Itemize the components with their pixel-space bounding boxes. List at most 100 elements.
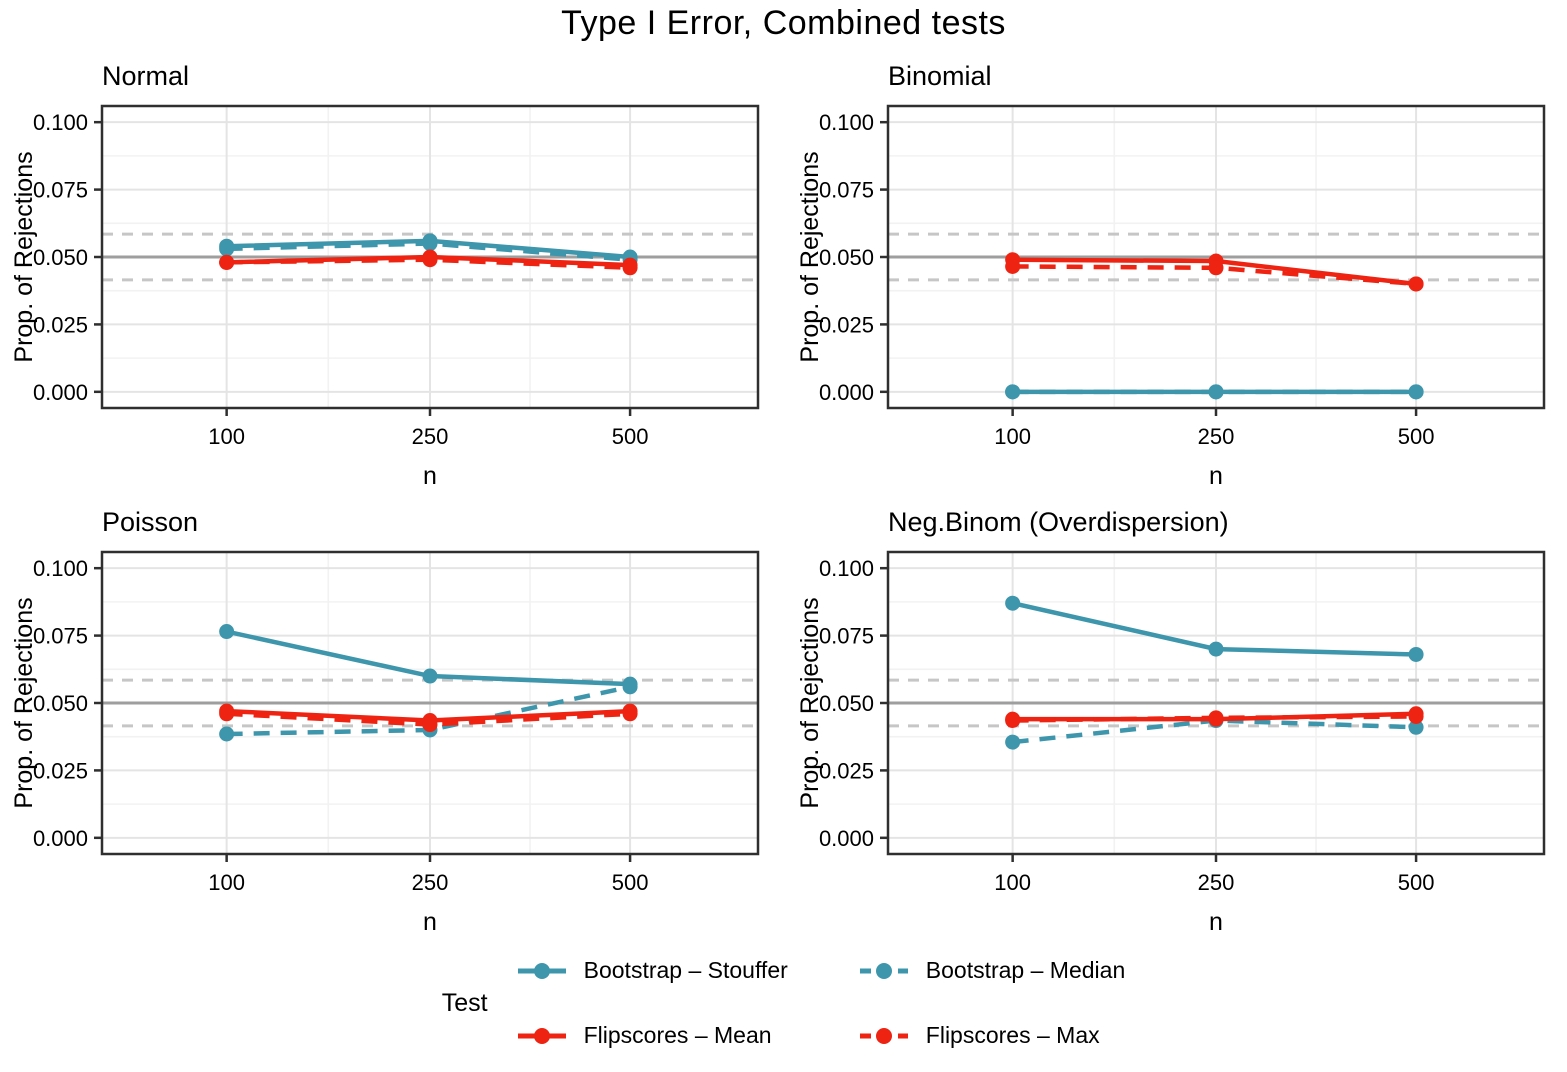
legend-key-point	[533, 1027, 550, 1044]
legend-item: Bootstrap – Stouffer	[516, 957, 788, 984]
legend-label: Bootstrap – Median	[925, 957, 1126, 983]
data-point	[422, 236, 438, 252]
data-point	[422, 668, 438, 684]
y-tick-label: 0.050	[819, 691, 874, 716]
y-tick-label: 0.000	[33, 380, 88, 405]
data-point	[1208, 260, 1224, 276]
chart-title: Type I Error, Combined tests	[561, 4, 1006, 42]
chart-svg-negbinom: 0.000 0.025 0.050 0.075 0.100 100 250 500 Prop. …	[796, 550, 1546, 936]
x-tick-label: 250	[412, 870, 449, 895]
data-point	[1208, 384, 1224, 400]
y-tick-label: 0.100	[819, 556, 874, 581]
data-point	[422, 252, 438, 268]
x-axis-title: n	[1209, 908, 1223, 936]
legend-key-icon	[517, 962, 566, 979]
legend-key-point	[875, 1027, 892, 1044]
x-tick-label: 500	[612, 870, 649, 895]
y-axis-title: Prop. of Rejections	[10, 151, 38, 362]
legend-key-icon	[859, 1027, 908, 1044]
data-point	[1005, 734, 1021, 750]
y-tick-label: 0.025	[819, 312, 874, 337]
panel-normal: Normal 0.000 0.025 0.050 0.075 0.100 100 250 50…	[6, 51, 776, 497]
panel-negbinom: Neg.Binom (Overdispersion) 0.000 0.025 0.0…	[792, 497, 1562, 943]
chart-svg-binomial: 0.000 0.025 0.050 0.075 0.100 100 250 500 Prop. …	[796, 104, 1546, 490]
x-tick-label: 100	[994, 870, 1031, 895]
facet-grid: Normal 0.000 0.025 0.050 0.075 0.100 100 250 50…	[0, 51, 1567, 943]
legend-item: Flipscores – Max	[858, 1022, 1125, 1049]
legend-item: Flipscores – Mean	[516, 1022, 788, 1049]
facet-title: Poisson	[102, 507, 199, 537]
data-point	[1408, 384, 1424, 400]
y-tick-label: 0.050	[33, 245, 88, 270]
y-axis-title: Prop. of Rejections	[796, 597, 824, 808]
y-tick-label: 0.025	[33, 758, 88, 783]
y-tick-label: 0.025	[819, 758, 874, 783]
y-tick-label: 0.000	[819, 380, 874, 405]
x-tick-label: 100	[208, 870, 245, 895]
y-tick-label: 0.025	[33, 312, 88, 337]
data-point	[1005, 384, 1021, 400]
y-tick-label: 0.050	[819, 245, 874, 270]
x-axis-title: n	[423, 462, 437, 490]
y-tick-label: 0.100	[819, 110, 874, 135]
data-point	[622, 679, 638, 695]
legend-key-icon	[517, 1027, 566, 1044]
data-point	[219, 726, 235, 742]
legend-label: Flipscores – Mean	[583, 1022, 772, 1048]
y-tick-label: 0.100	[33, 110, 88, 135]
data-point	[1408, 646, 1424, 662]
legend-key-icon	[859, 962, 908, 979]
legend-key-point	[533, 962, 550, 979]
data-point	[1408, 719, 1424, 735]
y-tick-label: 0.075	[33, 178, 88, 203]
x-tick-label: 500	[1398, 424, 1435, 449]
x-tick-label: 100	[994, 424, 1031, 449]
x-tick-label: 250	[412, 424, 449, 449]
chart-svg-normal: 0.000 0.025 0.050 0.075 0.100 100 250 500 Prop. …	[10, 104, 760, 490]
x-tick-label: 500	[612, 424, 649, 449]
data-point	[1408, 276, 1424, 292]
facet-title: Normal	[102, 61, 190, 91]
data-point	[422, 717, 438, 733]
y-tick-label: 0.000	[33, 826, 88, 851]
x-axis-title: n	[1209, 462, 1223, 490]
y-tick-label: 0.075	[819, 178, 874, 203]
data-point	[219, 241, 235, 257]
chart-svg-poisson: 0.000 0.025 0.050 0.075 0.100 100 250 500 Prop. …	[10, 550, 760, 936]
y-tick-label: 0.075	[33, 624, 88, 649]
y-tick-label: 0.050	[33, 691, 88, 716]
x-tick-label: 500	[1398, 870, 1435, 895]
legend-entries: Bootstrap – Stouffer Bootstrap – Median Fl…	[516, 957, 1125, 1049]
legend-label: Bootstrap – Stouffer	[583, 957, 788, 983]
panel-binomial: Binomial 0.000 0.025 0.050 0.075 0.100 100 250…	[792, 51, 1562, 497]
y-tick-label: 0.000	[819, 826, 874, 851]
data-point	[1005, 595, 1021, 611]
legend: Test Bootstrap – Stouffer Bootstrap – Med…	[0, 957, 1567, 1049]
data-point	[219, 706, 235, 722]
data-point	[219, 624, 235, 640]
y-axis-title: Prop. of Rejections	[796, 151, 824, 362]
facet-title: Neg.Binom (Overdispersion)	[888, 507, 1229, 537]
x-tick-label: 250	[1198, 870, 1235, 895]
facet-title: Binomial	[888, 61, 992, 91]
legend-item: Bootstrap – Median	[858, 957, 1125, 984]
data-point	[1408, 708, 1424, 724]
y-tick-label: 0.075	[819, 624, 874, 649]
data-point	[622, 260, 638, 276]
data-point	[219, 254, 235, 270]
data-point	[1005, 258, 1021, 274]
legend-label: Flipscores – Max	[925, 1022, 1100, 1048]
x-axis-title: n	[423, 908, 437, 936]
x-tick-label: 100	[208, 424, 245, 449]
data-point	[1208, 641, 1224, 657]
x-tick-label: 250	[1198, 424, 1235, 449]
legend-key-point	[875, 962, 892, 979]
data-point	[1208, 710, 1224, 726]
y-axis-title: Prop. of Rejections	[10, 597, 38, 808]
panel-poisson: Poisson 0.000 0.025 0.050 0.075 0.100 100 250 5…	[6, 497, 776, 943]
data-point	[622, 706, 638, 722]
data-point	[1005, 713, 1021, 729]
legend-title: Test	[441, 988, 488, 1017]
y-tick-label: 0.100	[33, 556, 88, 581]
